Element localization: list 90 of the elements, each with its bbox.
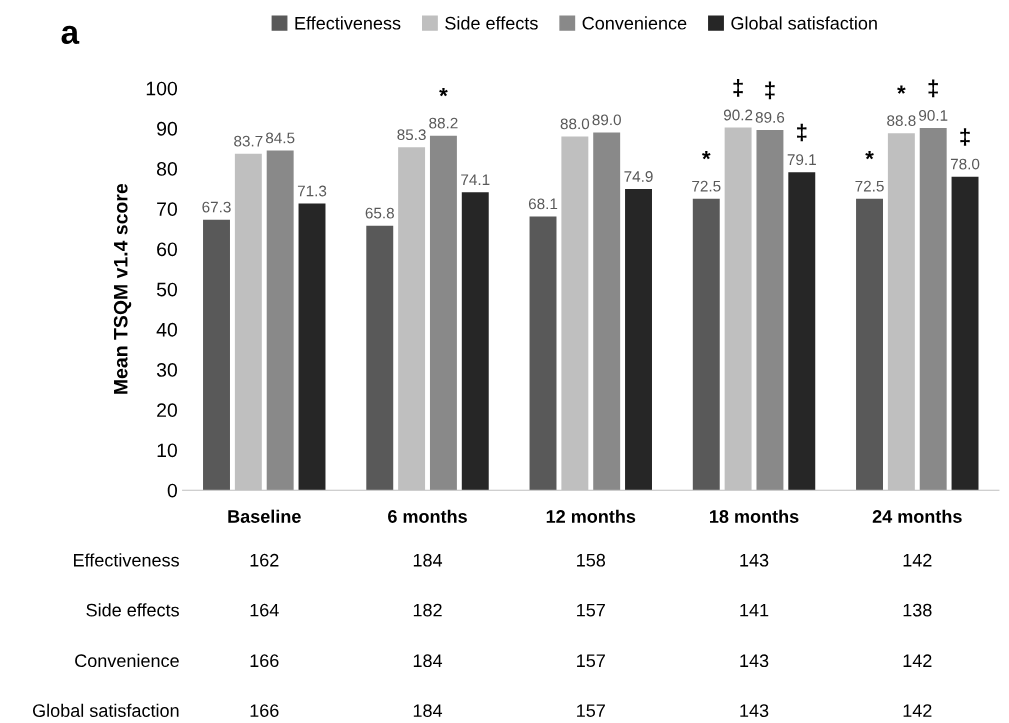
data-label: 83.7 [234, 135, 263, 147]
y-tick-label: 30 [156, 363, 178, 377]
text: 157 [577, 704, 605, 717]
bar [625, 189, 652, 491]
data-label: 89.6 [755, 112, 785, 123]
text: 182 [413, 603, 442, 617]
bar [266, 150, 294, 491]
x-tick-label: Baseline [228, 509, 301, 523]
data-label: 74.9 [624, 171, 653, 182]
data-label: 89.0 [592, 114, 621, 126]
text: 141 [740, 603, 769, 617]
data-label: 71.3 [297, 185, 327, 197]
annotation: * [897, 85, 906, 94]
y-tick-label: 100 [146, 81, 178, 96]
text: 166 [250, 704, 279, 717]
text: 158 [577, 553, 606, 567]
bar [919, 128, 947, 491]
y-tick-label: 0 [167, 483, 178, 498]
x-tick-label: 12 months [546, 509, 636, 523]
data-label: 68.1 [528, 198, 558, 210]
bar [951, 176, 979, 491]
text: Global satisfaction [32, 703, 179, 717]
data-label: 84.5 [265, 132, 295, 144]
text: 162 [250, 553, 279, 567]
data-label: 67.3 [202, 201, 231, 213]
text: 184 [413, 553, 443, 567]
y-tick-label: 70 [157, 202, 178, 217]
x-tick-label: 24 months [872, 509, 962, 523]
bar [429, 135, 457, 491]
chart-title: a [61, 25, 80, 45]
text: 143 [740, 654, 769, 668]
bar [856, 198, 883, 491]
annotation: ‡ [928, 79, 938, 98]
text: Convenience [75, 653, 179, 668]
data-label: 90.1 [919, 110, 948, 121]
legend-label: Global satisfaction [731, 16, 877, 30]
data-label: 78.0 [950, 158, 980, 170]
annotation: ‡ [765, 81, 775, 100]
bar [788, 172, 816, 491]
y-tick-label: 60 [157, 242, 178, 257]
y-tick-label: 50 [156, 282, 178, 297]
annotation: * [702, 151, 711, 160]
y-tick-label: 90 [157, 121, 178, 136]
text: 142 [903, 654, 932, 667]
data-label: 72.5 [692, 180, 721, 192]
text: 184 [413, 654, 443, 668]
data-label: 74.1 [461, 174, 490, 185]
text: 157 [577, 603, 605, 617]
text: 166 [250, 654, 279, 668]
annotation: ‡ [797, 123, 807, 142]
bar [756, 130, 784, 491]
text: 184 [413, 704, 443, 717]
annotation: * [439, 87, 448, 97]
text: 164 [250, 603, 279, 617]
y-axis-title: Mean TSQM v1.4 score [113, 183, 132, 394]
text: 143 [740, 704, 769, 717]
data-label: 88.8 [887, 115, 916, 127]
text: 142 [903, 704, 932, 717]
data-label: 65.8 [365, 207, 394, 219]
text: Side effects [86, 603, 179, 617]
annotation: ‡ [960, 128, 970, 146]
bar [529, 216, 557, 491]
text: 143 [740, 553, 769, 567]
legend-label: Convenience [582, 16, 687, 30]
data-label: 88.2 [429, 117, 458, 129]
bar [366, 225, 394, 491]
data-label: 90.2 [723, 109, 753, 121]
annotation: * [865, 151, 874, 160]
x-tick-label: 6 months [388, 509, 467, 523]
bar [692, 198, 720, 491]
data-label: 79.1 [787, 154, 816, 166]
data-label: 72.5 [855, 180, 884, 192]
bar [593, 132, 621, 491]
legend-label: Side effects [445, 16, 538, 30]
data-label: 85.3 [397, 129, 426, 141]
legend-label: Effectiveness [295, 16, 401, 30]
y-tick-label: 80 [156, 162, 178, 176]
text: 142 [903, 553, 932, 567]
annotation: ‡ [733, 79, 743, 97]
y-tick-label: 20 [157, 403, 178, 418]
text: 138 [903, 603, 932, 617]
bar [298, 203, 326, 491]
data-label: 88.0 [560, 118, 590, 130]
bar [461, 192, 489, 491]
text: 157 [577, 654, 605, 668]
text: Effectiveness [74, 553, 179, 567]
y-tick-label: 10 [157, 443, 178, 458]
y-tick-label: 40 [156, 322, 178, 337]
x-tick-label: 18 months [710, 509, 799, 523]
bar [203, 219, 230, 491]
